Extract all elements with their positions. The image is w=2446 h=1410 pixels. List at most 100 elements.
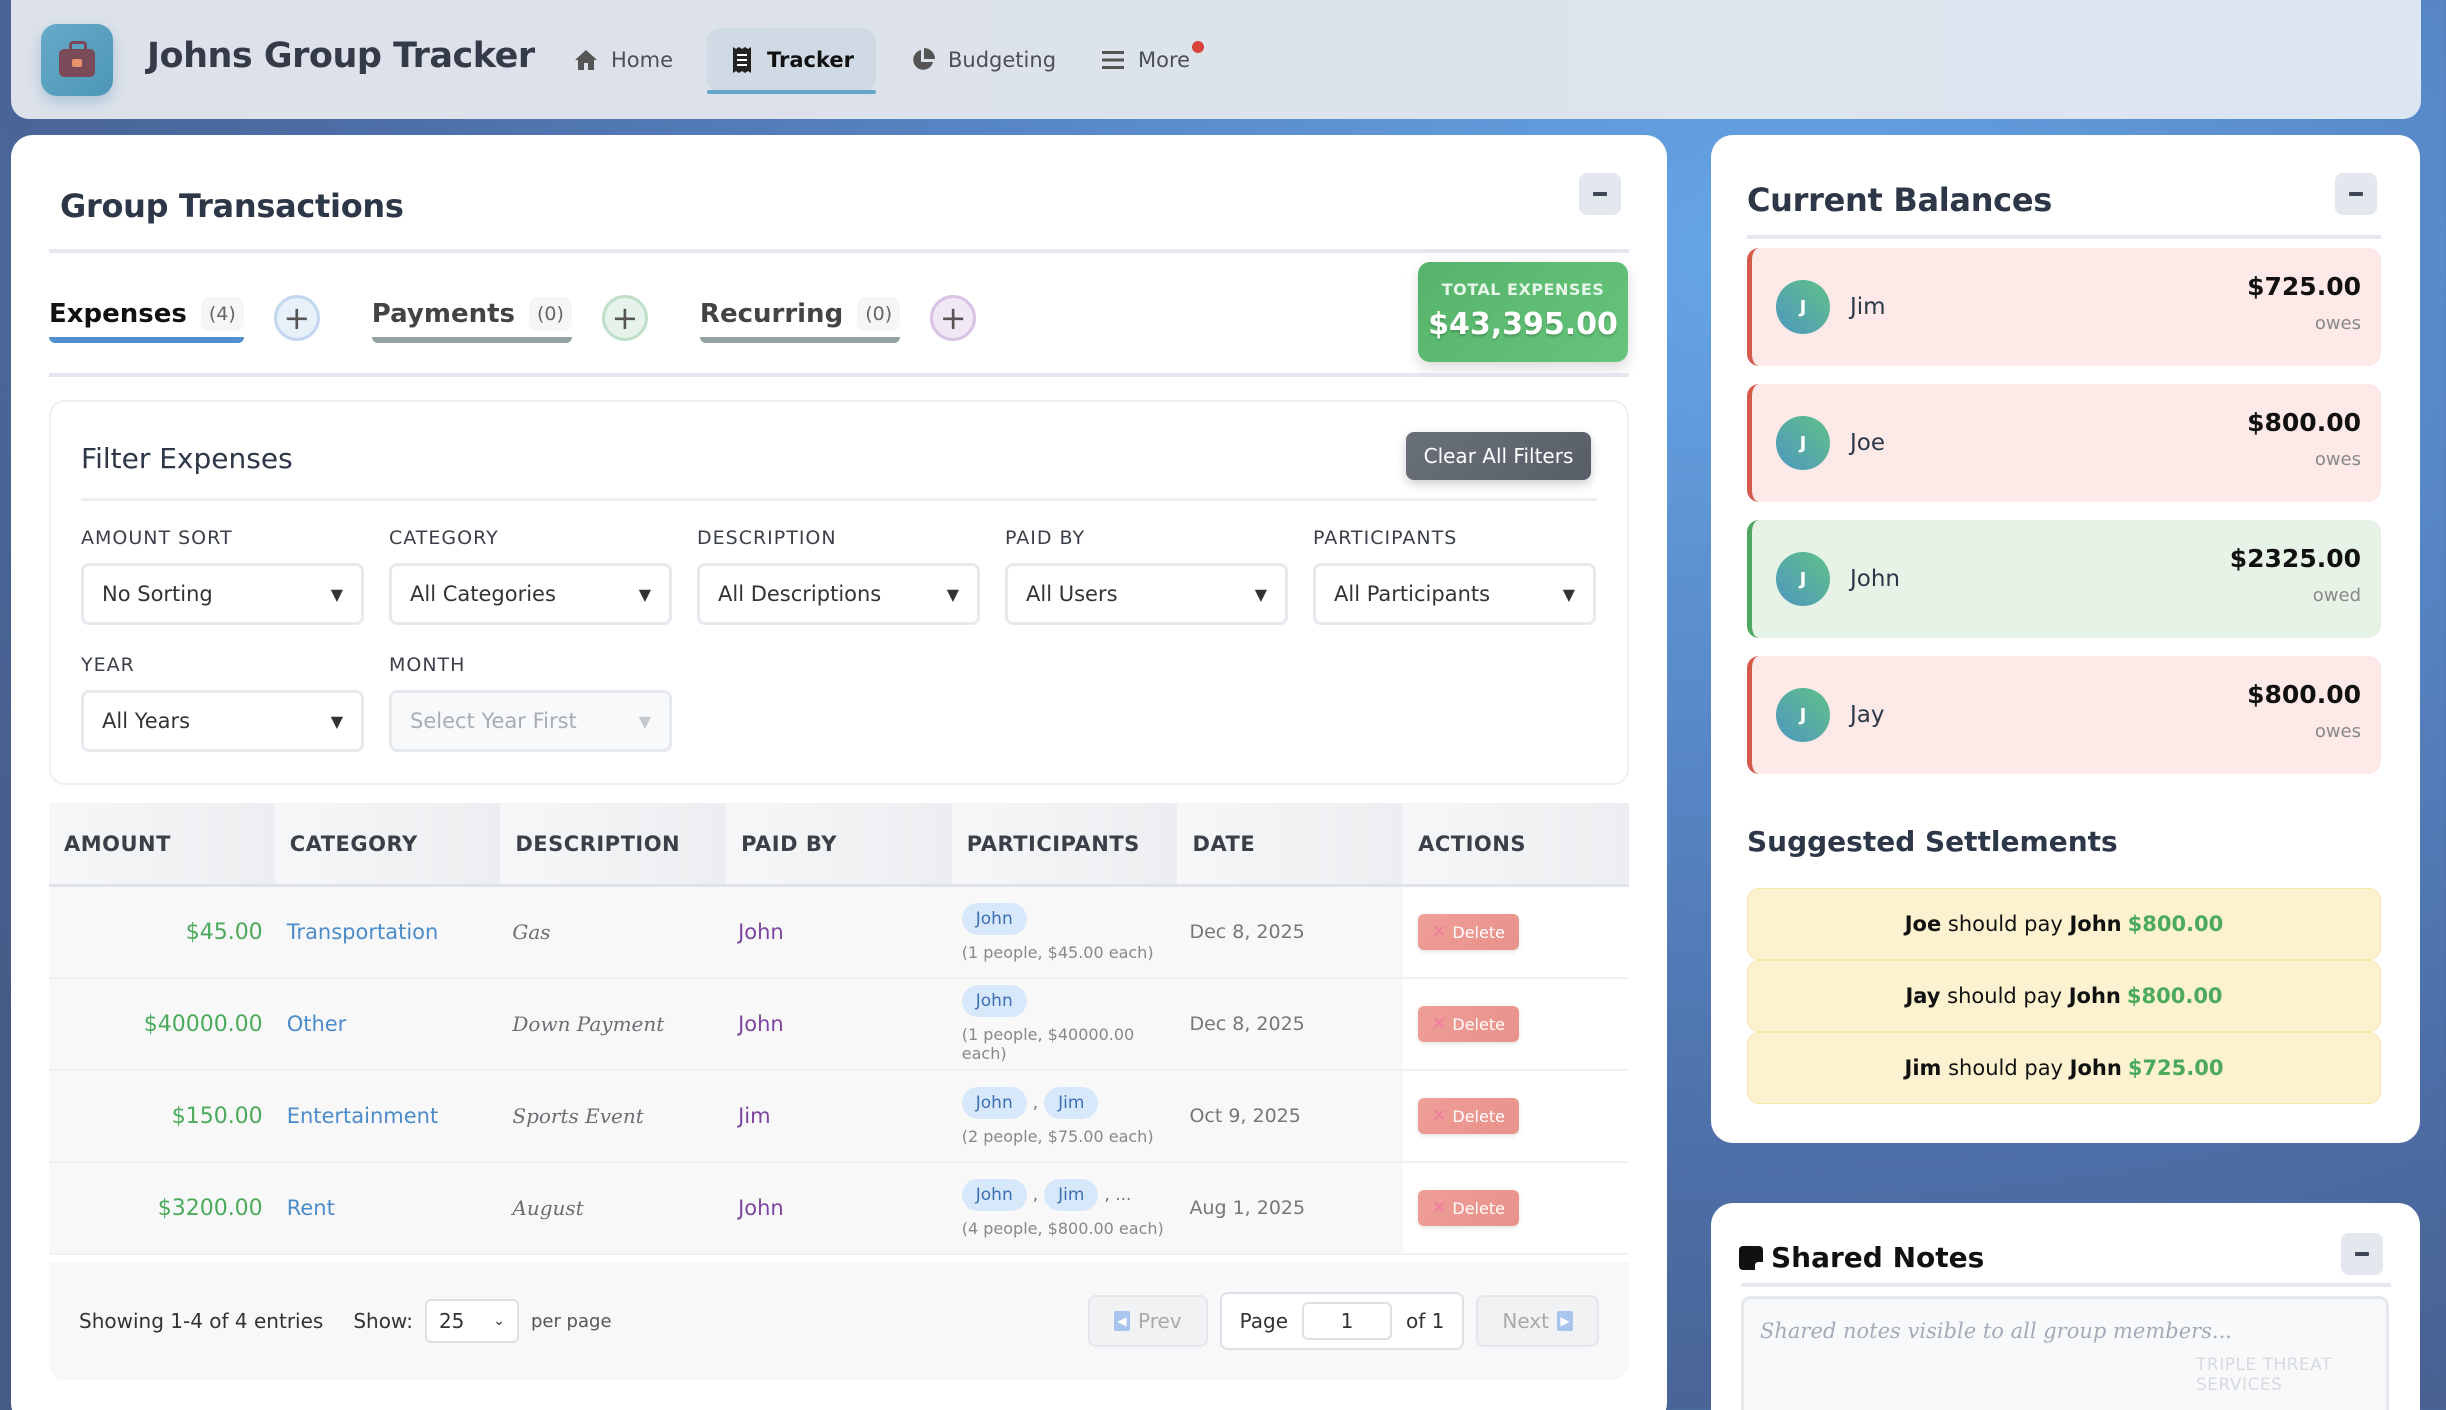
balance-item-john: J John $2325.00 owed — [1747, 520, 2381, 638]
actions-cell: ✕ Delete — [1403, 979, 1629, 1069]
payer-name: Joe — [1904, 912, 1942, 936]
category-select[interactable]: All Categories ▼ — [389, 563, 672, 625]
nav-home-label: Home — [611, 48, 674, 72]
participants-select[interactable]: All Participants ▼ — [1313, 563, 1596, 625]
payer-name: Jim — [1904, 1056, 1942, 1080]
page-controls: ◀ Prev Page 1 of 1 Next ▶ — [1087, 1292, 1599, 1350]
participants-cell: John (1 people, $45.00 each) — [952, 887, 1178, 977]
filter-description: DESCRIPTION All Descriptions ▼ — [697, 527, 980, 625]
nav-more-label: More — [1138, 48, 1191, 72]
nav-tracker[interactable]: Tracker — [707, 28, 877, 94]
per-page-select[interactable]: 25 ⌄ — [424, 1299, 519, 1343]
participants-cell: John , Jim (2 people, $75.00 each) — [952, 1071, 1178, 1161]
main-nav: Home Tracker Budgeting More — [551, 28, 1212, 94]
arrow-left-icon: ◀ — [1113, 1311, 1130, 1331]
delete-label: Delete — [1452, 922, 1505, 942]
delete-label: Delete — [1452, 1106, 1505, 1126]
x-icon: ✕ — [1432, 922, 1447, 942]
category-link[interactable]: Entertainment — [286, 1104, 439, 1128]
description-select[interactable]: All Descriptions ▼ — [697, 563, 980, 625]
tab-expenses-label: Expenses — [49, 299, 187, 329]
tab-payments[interactable]: Payments (0) — [371, 297, 573, 343]
total-expenses-label: TOTAL EXPENSES — [1441, 280, 1605, 299]
col-amount[interactable]: AMOUNT — [49, 803, 275, 884]
tab-recurring-count: (0) — [857, 297, 901, 331]
col-paid-by[interactable]: PAID BY — [726, 803, 952, 884]
category-link[interactable]: Transportation — [286, 920, 439, 944]
total-expenses-value: $43,395.00 — [1428, 307, 1618, 342]
col-participants[interactable]: PARTICIPANTS — [951, 803, 1178, 884]
app-logo[interactable] — [41, 24, 113, 96]
amount-cell: $40000.00 — [143, 1011, 263, 1037]
collapse-notes-button[interactable] — [2341, 1233, 2383, 1275]
filter-panel: Filter Expenses Clear All Filters AMOUNT… — [49, 400, 1629, 785]
filter-paid-by: PAID BY All Users ▼ — [1005, 527, 1288, 625]
filter-label: CATEGORY — [389, 527, 499, 549]
delete-button[interactable]: ✕ Delete — [1418, 914, 1519, 950]
year-select[interactable]: All Years ▼ — [81, 690, 364, 752]
filter-participants: PARTICIPANTS All Participants ▼ — [1313, 527, 1596, 625]
avatar: J — [1776, 280, 1830, 334]
next-page-button[interactable]: Next ▶ — [1476, 1295, 1599, 1347]
table-row: $45.00 Transportation Gas John John (1 p… — [49, 887, 1629, 979]
arrow-right-icon: ▶ — [1557, 1311, 1573, 1331]
member-name: Jim — [1850, 294, 1886, 320]
actions-cell: ✕ Delete — [1403, 1071, 1629, 1161]
participant-chip: Jim — [1044, 1178, 1099, 1211]
add-payment-button[interactable]: + — [601, 295, 648, 341]
payer-name: Jay — [1905, 984, 1941, 1008]
add-recurring-button[interactable]: + — [930, 295, 977, 341]
add-expense-button[interactable]: + — [273, 295, 320, 341]
per-page-label: per page — [530, 1310, 612, 1332]
col-category[interactable]: CATEGORY — [274, 803, 501, 884]
nav-budgeting[interactable]: Budgeting — [888, 28, 1078, 92]
category-link[interactable]: Other — [286, 1012, 347, 1036]
caret-down-icon: ▼ — [946, 584, 959, 604]
tab-expenses[interactable]: Expenses (4) — [49, 297, 244, 343]
page-indicator: Page 1 of 1 — [1219, 1292, 1465, 1350]
col-date[interactable]: DATE — [1177, 803, 1404, 884]
tab-recurring[interactable]: Recurring (0) — [699, 297, 901, 343]
shared-notes-textarea[interactable]: Shared notes visible to all group member… — [1741, 1296, 2389, 1410]
category-link[interactable]: Rent — [286, 1196, 335, 1220]
participant-chip: Jim — [1044, 1086, 1099, 1119]
description-cell: Sports Event — [512, 1104, 644, 1128]
filter-label: MONTH — [389, 654, 466, 676]
settlement-item: Jay should pay John $800.00 — [1747, 960, 2381, 1032]
delete-button[interactable]: ✕ Delete — [1418, 1006, 1519, 1042]
caret-down-icon: ▼ — [330, 711, 343, 731]
divider — [1741, 1283, 2391, 1287]
clear-filters-button[interactable]: Clear All Filters — [1406, 432, 1591, 480]
nav-more[interactable]: More — [1078, 28, 1212, 92]
paid-by-select[interactable]: All Users ▼ — [1005, 563, 1288, 625]
table-row: $150.00 Entertainment Sports Event Jim J… — [49, 1071, 1629, 1163]
delete-button[interactable]: ✕ Delete — [1418, 1098, 1519, 1134]
collapse-transactions-button[interactable] — [1579, 173, 1621, 215]
page-title: Group Transactions — [60, 187, 404, 225]
select-value: All Categories — [410, 582, 556, 606]
x-icon: ✕ — [1432, 1198, 1447, 1218]
sticky-note-icon — [1739, 1245, 1763, 1270]
delete-button[interactable]: ✕ Delete — [1418, 1190, 1519, 1226]
divider — [49, 249, 1629, 253]
page-label: Page — [1239, 1309, 1289, 1333]
page-number-input[interactable]: 1 — [1302, 1302, 1393, 1340]
collapse-balances-button[interactable] — [2335, 173, 2377, 215]
total-expenses-badge: TOTAL EXPENSES $43,395.00 — [1418, 262, 1628, 362]
actions-cell: ✕ Delete — [1403, 887, 1629, 977]
receipt-icon — [729, 47, 755, 73]
balance-amount: $800.00 — [2247, 680, 2361, 709]
prev-label: Prev — [1137, 1309, 1182, 1333]
participants-cell: John (1 people, $40000.00 each) — [952, 979, 1178, 1069]
shared-notes-panel: Shared Notes Shared notes visible to all… — [1711, 1203, 2420, 1410]
amount-sort-select[interactable]: No Sorting ▼ — [81, 563, 364, 625]
nav-home[interactable]: Home — [551, 28, 695, 92]
balance-status: owes — [2314, 721, 2361, 742]
delete-label: Delete — [1452, 1198, 1505, 1218]
pie-chart-icon — [910, 47, 936, 73]
balances-title: Current Balances — [1747, 181, 2052, 219]
notes-title: Shared Notes — [1771, 1241, 1985, 1274]
member-name: Jay — [1850, 702, 1885, 728]
prev-page-button[interactable]: ◀ Prev — [1087, 1295, 1208, 1347]
col-description[interactable]: DESCRIPTION — [500, 803, 727, 884]
